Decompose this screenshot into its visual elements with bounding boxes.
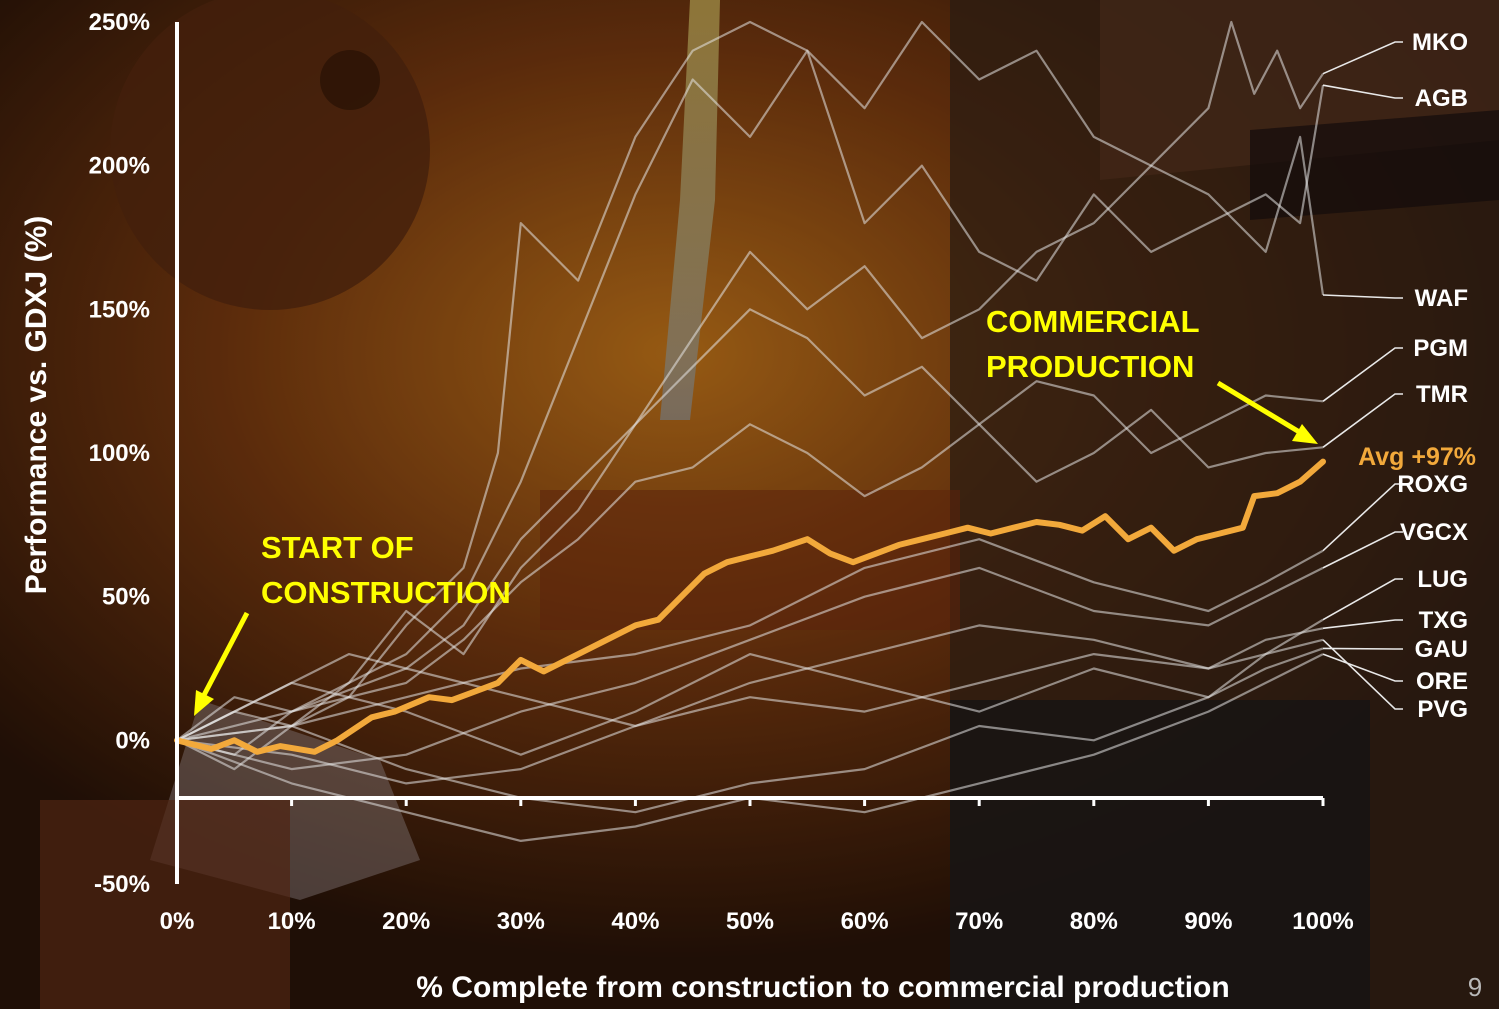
series-label-lug: LUG — [1417, 566, 1468, 593]
y-tick-label: 150% — [89, 296, 150, 323]
y-tick-label: 250% — [89, 9, 150, 36]
y-tick-label: -50% — [94, 871, 150, 898]
series-line-agb — [176, 49, 1325, 771]
x-tick-label: 50% — [726, 908, 774, 935]
series-label-pgm: PGM — [1413, 335, 1468, 362]
series-line-txg — [176, 627, 1324, 785]
leader-line-lug — [1322, 578, 1403, 621]
y-tick-label: 50% — [102, 584, 150, 611]
series-line-waf — [176, 135, 1325, 742]
leader-line-ore — [1322, 653, 1403, 682]
series-label-gau: GAU — [1415, 636, 1468, 663]
x-axis-tick-labels: 0% 10% 20% 30% 40% 50% 60% 70% 80% 90% 100% — [160, 908, 1354, 935]
series-label-pvg: PVG — [1417, 696, 1468, 723]
leader-line-tmr — [1322, 393, 1403, 448]
series-line-pgm — [176, 308, 1324, 742]
leader-line-mko — [1322, 41, 1403, 75]
y-tick-label: 100% — [89, 440, 150, 467]
x-tick-label: 0% — [160, 908, 195, 935]
series-line-gau — [176, 647, 1324, 814]
y-tick-label: 0% — [115, 727, 150, 754]
series-label-txg: TXG — [1419, 607, 1468, 634]
page-number: 9 — [1468, 972, 1482, 1002]
series-line-roxg — [176, 538, 1324, 742]
series-line-average — [174, 458, 1326, 755]
y-axis-tick-labels: 250% 200% 150% 100% 50% 0% -50% — [89, 9, 150, 898]
x-tick-label: 70% — [955, 908, 1003, 935]
series-line-pvg — [176, 638, 1324, 756]
x-tick-label: 20% — [382, 908, 430, 935]
series-label-waf: WAF — [1415, 285, 1468, 312]
series-line-tmr — [176, 408, 1324, 756]
x-tick-label: 10% — [268, 908, 316, 935]
start-annotation-line2: CONSTRUCTION — [261, 575, 511, 610]
y-tick-label: 200% — [89, 153, 150, 180]
series-label-ore: ORE — [1416, 668, 1468, 695]
series-label-vgcx: VGCX — [1400, 519, 1468, 546]
average-series-group — [174, 458, 1326, 755]
leader-line-agb — [1322, 84, 1403, 99]
start-annotation-line1: START OF — [261, 530, 414, 565]
average-label: Avg +97% — [1358, 443, 1476, 471]
series-label-agb: AGB — [1415, 85, 1468, 112]
peer-series-group — [176, 20, 1325, 843]
series-label-tmr: TMR — [1416, 381, 1468, 408]
y-axis-title: Performance vs. GDXJ (%) — [20, 216, 53, 594]
series-label-roxg: ROXG — [1397, 471, 1468, 498]
x-tick-label: 40% — [611, 908, 659, 935]
series-label-mko: MKO — [1412, 29, 1468, 56]
x-axis-title: % Complete from construction to commerci… — [416, 971, 1229, 1004]
x-tick-label: 90% — [1184, 908, 1232, 935]
leader-line-gau — [1322, 647, 1403, 650]
start-arrow — [194, 611, 250, 716]
leader-line-waf — [1322, 294, 1403, 299]
x-tick-label: 30% — [497, 908, 545, 935]
x-tick-label: 100% — [1292, 908, 1353, 935]
leader-line-pvg — [1322, 639, 1403, 710]
series-line-vgcx — [176, 566, 1324, 771]
commercial-arrow — [1216, 380, 1318, 444]
x-axis-ticks — [290, 798, 1325, 806]
series-line-ore — [176, 653, 1324, 843]
leader-line-roxg — [1322, 483, 1403, 552]
x-tick-label: 60% — [841, 908, 889, 935]
leader-line-vgcx — [1322, 531, 1403, 569]
leader-line-pgm — [1322, 347, 1403, 402]
commercial-annotation-line2: PRODUCTION — [986, 349, 1194, 384]
leader-line-txg — [1322, 619, 1403, 630]
commercial-annotation-line1: COMMERCIAL — [986, 304, 1200, 339]
series-line-lug — [176, 618, 1324, 742]
label-leader-lines — [1322, 41, 1403, 710]
x-tick-label: 80% — [1070, 908, 1118, 935]
